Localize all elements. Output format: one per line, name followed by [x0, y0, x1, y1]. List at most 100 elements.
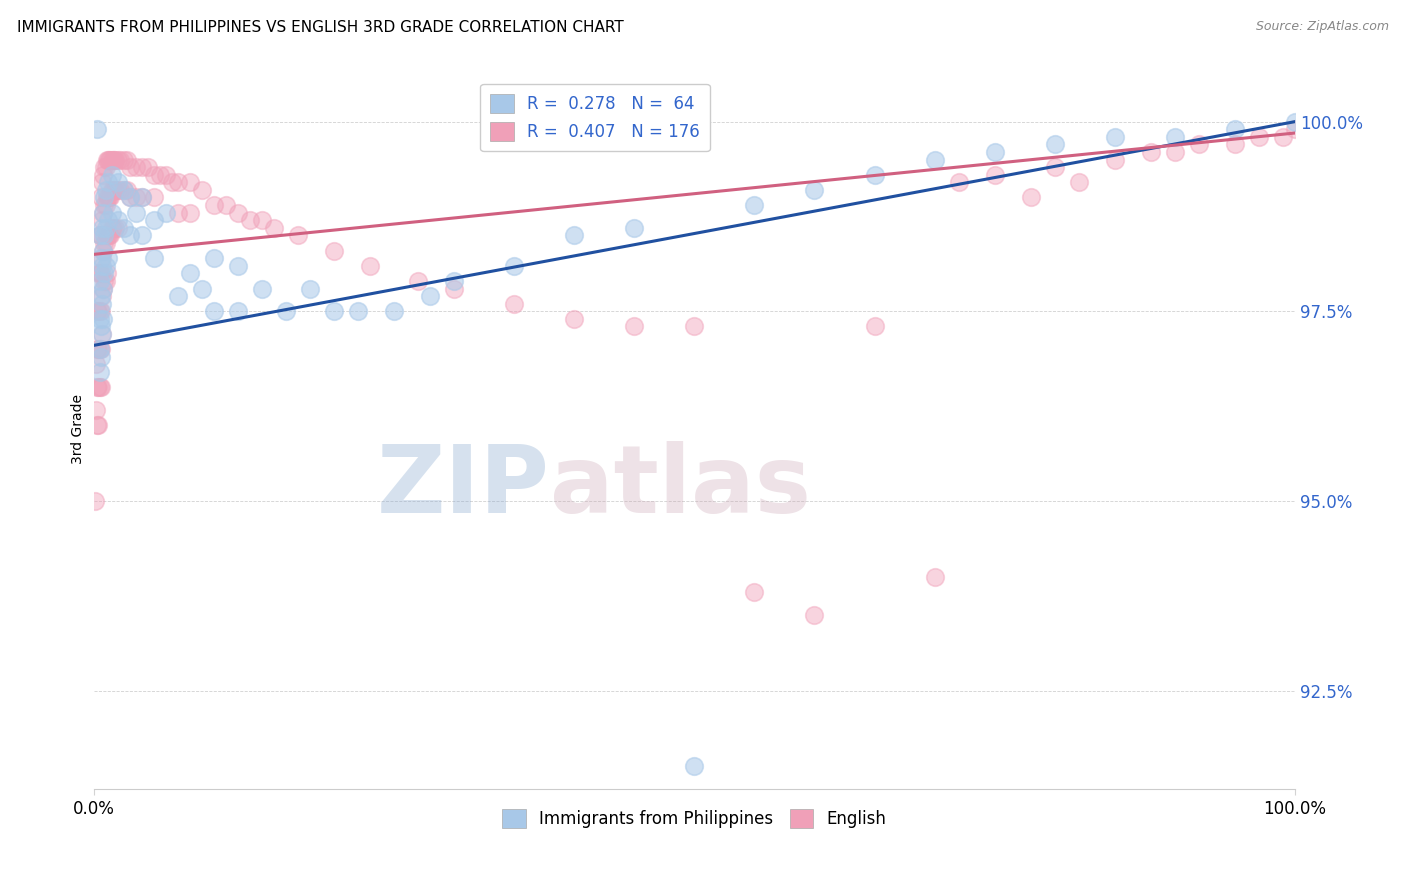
Point [287, 228, 309, 243]
Point [86, 342, 108, 356]
Point [226, 205, 249, 219]
Point [94, 235, 117, 250]
Text: atlas: atlas [550, 441, 811, 533]
Point [863, 319, 886, 334]
Point [112, 183, 135, 197]
Point [93, 266, 115, 280]
Point [91, 251, 114, 265]
Point [90, 380, 112, 394]
Point [97, 213, 120, 227]
Point [562, 228, 585, 243]
Point [1043, 137, 1066, 152]
Point [202, 251, 225, 265]
Point [239, 213, 262, 227]
Point [623, 319, 645, 334]
Point [87, 418, 110, 433]
Point [142, 251, 165, 265]
Point [131, 190, 153, 204]
Point [86, 418, 108, 433]
Point [115, 183, 138, 197]
Point [104, 153, 127, 167]
Point [107, 175, 129, 189]
Point [503, 296, 526, 310]
Point [91, 326, 114, 341]
Point [84, 403, 107, 417]
Point [179, 175, 201, 189]
Point [98, 153, 121, 167]
Point [744, 585, 766, 599]
Point [94, 160, 117, 174]
Point [89, 311, 111, 326]
Point [124, 205, 146, 219]
Text: IMMIGRANTS FROM PHILIPPINES VS ENGLISH 3RD GRADE CORRELATION CHART: IMMIGRANTS FROM PHILIPPINES VS ENGLISH 3… [17, 20, 624, 35]
Point [124, 160, 146, 174]
Point [93, 274, 115, 288]
Point [100, 153, 122, 167]
Point [101, 183, 124, 197]
Point [91, 259, 114, 273]
Point [683, 759, 706, 773]
Point [155, 205, 177, 219]
Point [226, 304, 249, 318]
Point [202, 198, 225, 212]
Point [86, 380, 108, 394]
Point [97, 228, 120, 243]
Point [94, 259, 117, 273]
Point [89, 342, 111, 356]
Point [1164, 129, 1187, 144]
Point [924, 570, 946, 584]
Point [983, 145, 1005, 159]
Point [93, 235, 115, 250]
Point [100, 168, 122, 182]
Point [202, 304, 225, 318]
Point [107, 153, 129, 167]
Point [91, 326, 114, 341]
Point [98, 228, 121, 243]
Point [623, 220, 645, 235]
Point [142, 190, 165, 204]
Point [118, 160, 141, 174]
Point [90, 289, 112, 303]
Y-axis label: 3rd Grade: 3rd Grade [72, 394, 86, 464]
Point [87, 342, 110, 356]
Point [322, 304, 344, 318]
Point [322, 244, 344, 258]
Point [131, 228, 153, 243]
Point [94, 183, 117, 197]
Point [1164, 145, 1187, 159]
Point [443, 281, 465, 295]
Point [100, 183, 122, 197]
Point [103, 183, 125, 197]
Point [93, 160, 115, 174]
Point [97, 153, 120, 167]
Point [149, 168, 172, 182]
Point [382, 304, 405, 318]
Point [91, 281, 114, 295]
Point [89, 228, 111, 243]
Point [96, 266, 118, 280]
Text: Source: ZipAtlas.com: Source: ZipAtlas.com [1256, 20, 1389, 33]
Point [1284, 122, 1306, 136]
Point [107, 220, 129, 235]
Point [103, 153, 125, 167]
Point [107, 213, 129, 227]
Point [1223, 137, 1246, 152]
Point [91, 244, 114, 258]
Point [89, 304, 111, 318]
Point [924, 153, 946, 167]
Point [90, 228, 112, 243]
Point [166, 205, 188, 219]
Point [112, 220, 135, 235]
Point [359, 259, 381, 273]
Point [112, 183, 135, 197]
Point [90, 190, 112, 204]
Point [94, 274, 117, 288]
Point [1247, 129, 1270, 144]
Point [1284, 114, 1306, 128]
Point [983, 168, 1005, 182]
Point [107, 183, 129, 197]
Point [89, 342, 111, 356]
Point [100, 228, 122, 243]
Point [124, 190, 146, 204]
Point [1019, 190, 1042, 204]
